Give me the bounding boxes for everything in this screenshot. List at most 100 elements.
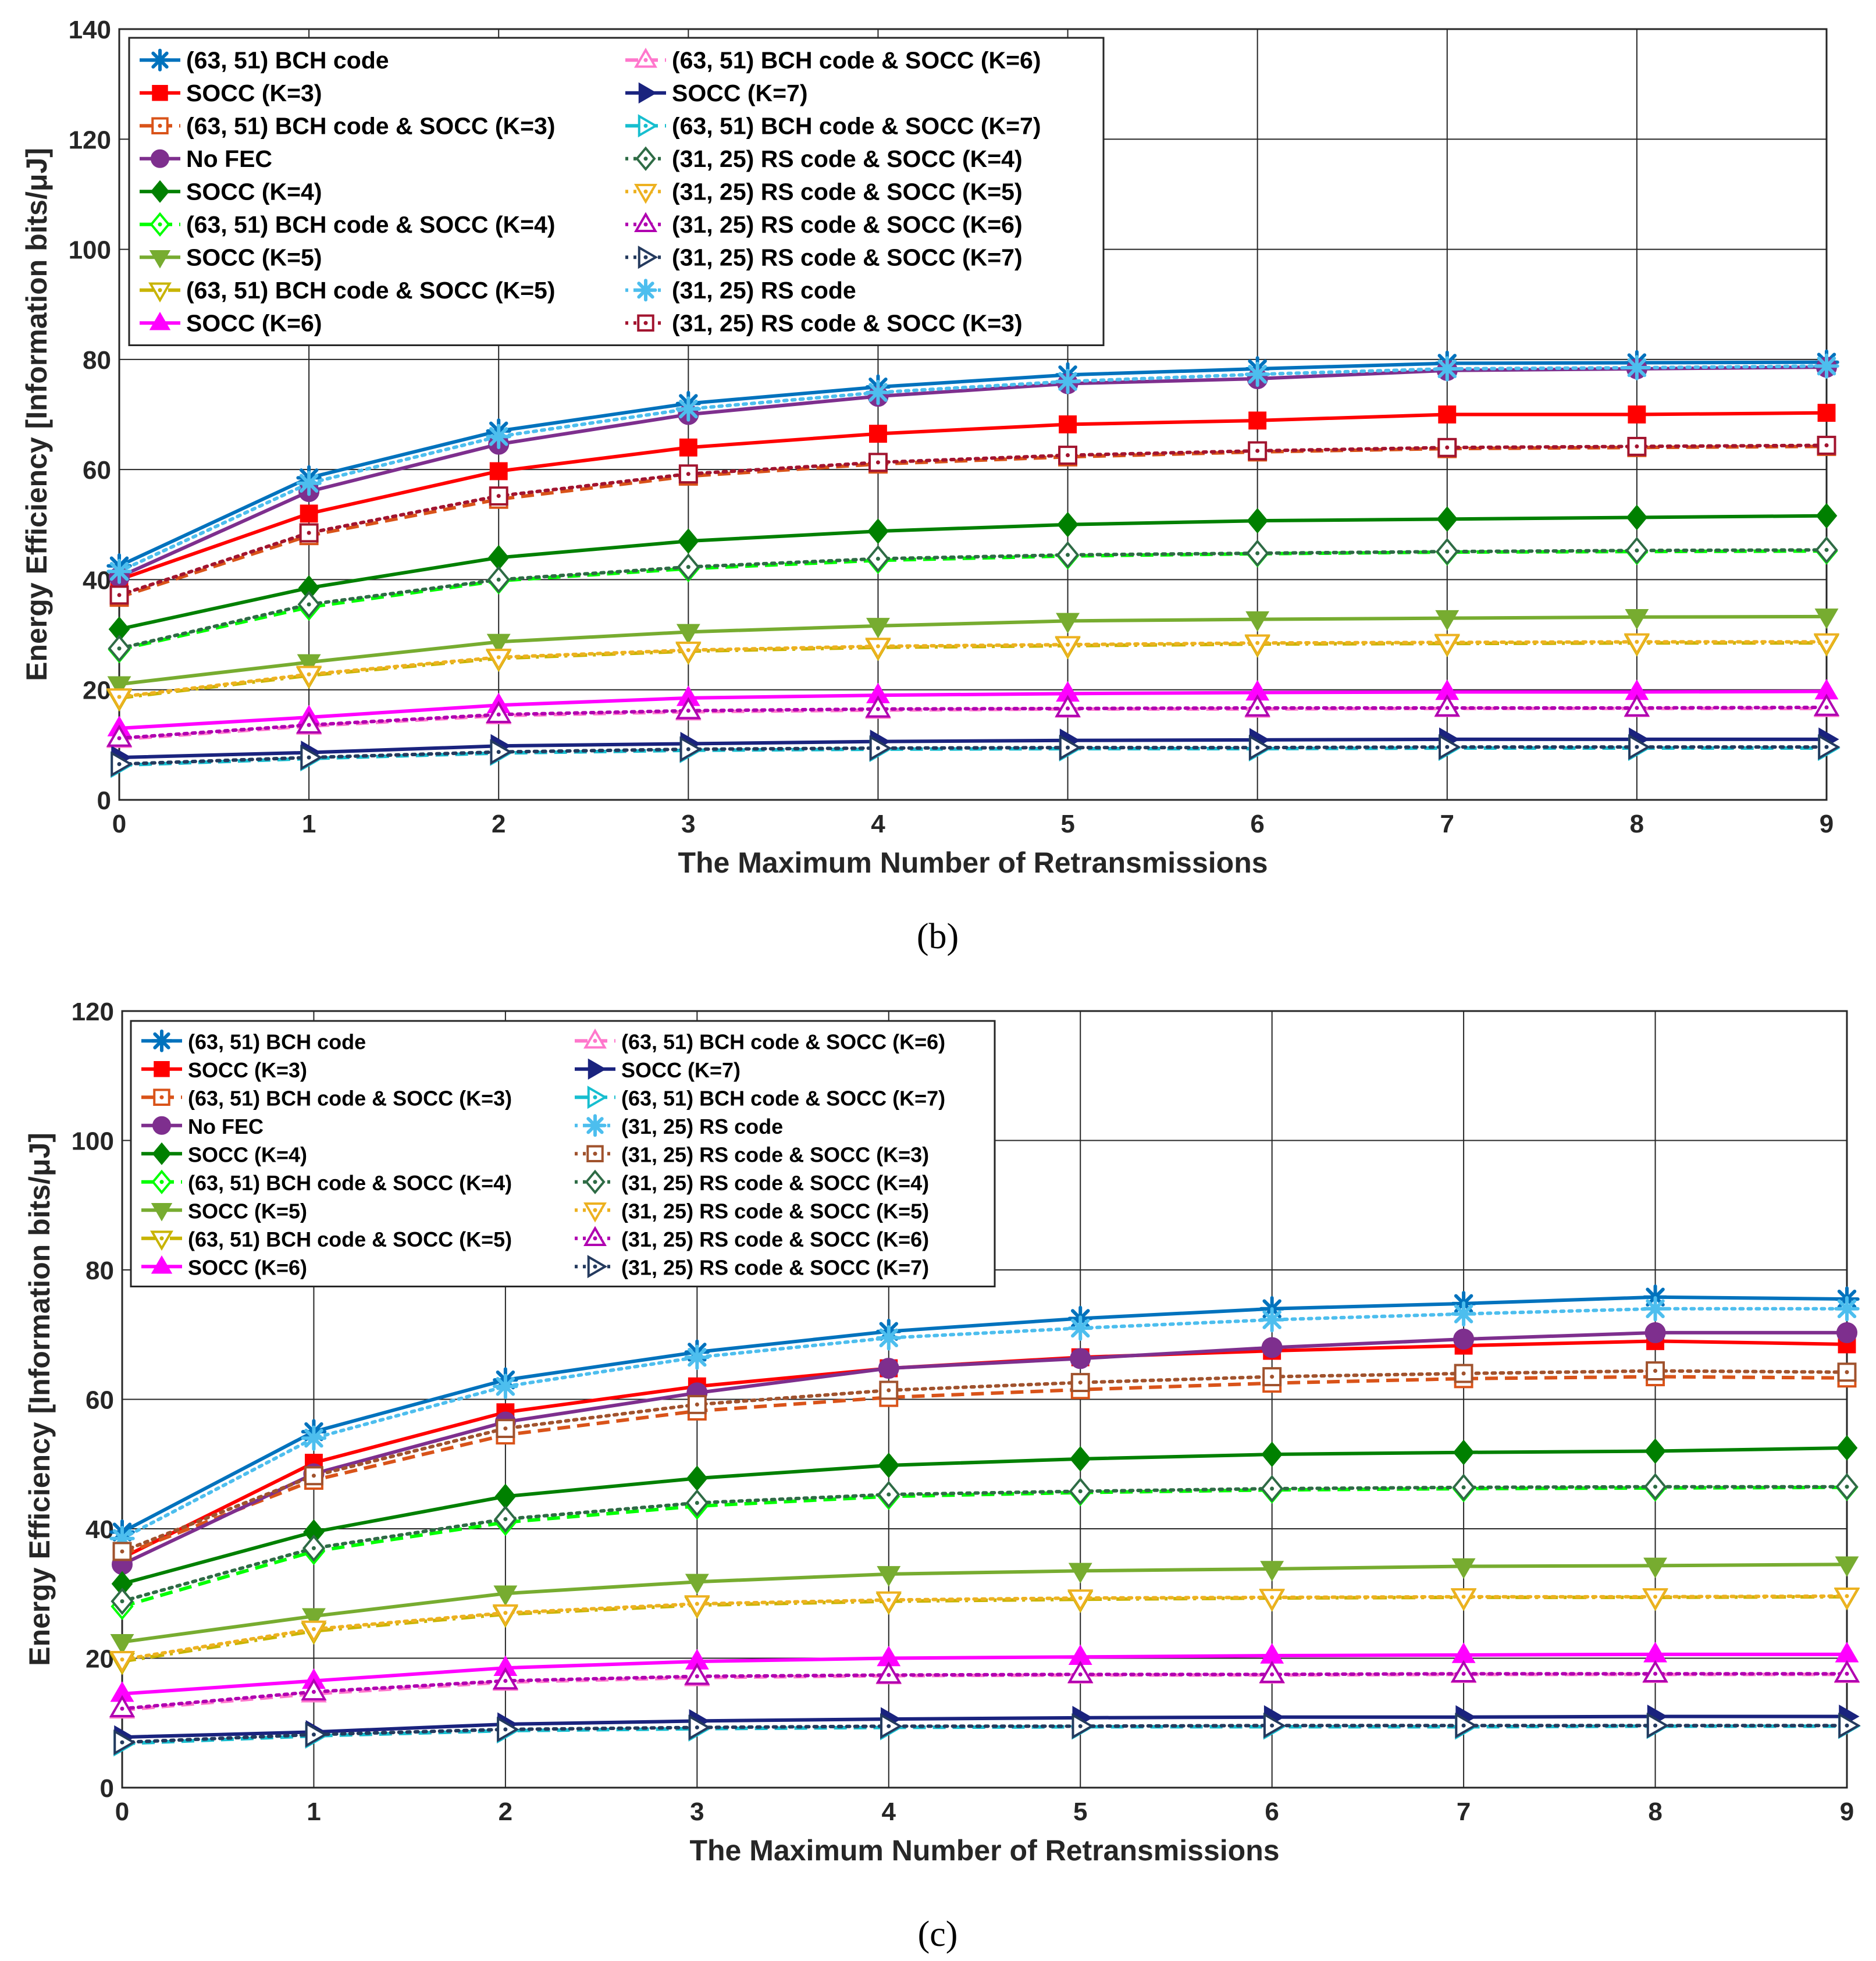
data-point-17-4-dot bbox=[875, 460, 880, 465]
data-point-15-8-dot bbox=[1653, 1595, 1658, 1599]
data-point-12-1 bbox=[301, 1425, 327, 1451]
data-point-13-8-dot bbox=[1635, 639, 1639, 644]
series-line-8 bbox=[122, 1652, 1847, 1696]
data-point-6-9 bbox=[1835, 1556, 1859, 1577]
y-axis-label: Energy Efficiency [Information bits/μJ] bbox=[23, 1133, 56, 1666]
data-point-14-3-dot bbox=[686, 709, 690, 713]
data-point-6-6 bbox=[1260, 1561, 1284, 1582]
data-point-16-2 bbox=[486, 423, 511, 450]
series-4 bbox=[108, 503, 1838, 642]
data-point-12-4 bbox=[876, 1325, 902, 1351]
x-tick-label-3: 3 bbox=[681, 810, 695, 838]
data-point-6-5 bbox=[1056, 613, 1080, 634]
legend-marker-6 bbox=[149, 250, 171, 269]
data-point-17-0 bbox=[109, 585, 129, 605]
series-line-13 bbox=[118, 640, 1828, 699]
data-point-14-6-dot bbox=[1270, 1486, 1275, 1491]
data-point-17-2-dot bbox=[496, 494, 501, 499]
data-point-6-4 bbox=[866, 618, 890, 639]
data-point-14-7-dot bbox=[1445, 706, 1450, 710]
legend-marker-3 bbox=[151, 149, 169, 168]
data-point-17-3-dot bbox=[686, 472, 690, 476]
data-point-16-0 bbox=[106, 558, 132, 584]
data-point-14-9-dot bbox=[1824, 705, 1829, 710]
legend-marker-5-dot bbox=[158, 222, 162, 227]
data-point-12-7 bbox=[1451, 1301, 1476, 1327]
y-tick-label-0: 0 bbox=[100, 1774, 114, 1803]
legend-marker-3 bbox=[152, 1116, 171, 1135]
x-tick-label-1: 1 bbox=[302, 810, 316, 838]
data-point-14-0-dot bbox=[120, 1599, 124, 1604]
data-point-17-7-dot bbox=[1445, 445, 1450, 450]
legend-label-9: (63, 51) BCH code & SOCC (K=6) bbox=[621, 1030, 945, 1054]
data-point-12-3-dot bbox=[686, 565, 690, 570]
data-point-15-0-dot bbox=[117, 761, 122, 766]
data-point-13-7-dot bbox=[1445, 640, 1450, 645]
data-point-12-2 bbox=[493, 1373, 518, 1399]
data-point-16-6-dot bbox=[1270, 1672, 1275, 1677]
legend-label-0: (63, 51) BCH code bbox=[188, 1030, 366, 1054]
legend-marker-6 bbox=[151, 1203, 173, 1222]
series-line-17 bbox=[120, 1724, 1849, 1745]
data-point-12-5 bbox=[1067, 1315, 1093, 1341]
data-point-1-4 bbox=[868, 425, 887, 443]
legend-marker-4 bbox=[152, 1142, 172, 1165]
x-tick-label-4: 4 bbox=[882, 1798, 896, 1826]
y-tick-label-4: 80 bbox=[83, 346, 111, 375]
legend-marker-9-dot bbox=[593, 1038, 597, 1043]
data-point-6-6 bbox=[1245, 611, 1270, 632]
data-point-14-5-dot bbox=[1066, 706, 1070, 711]
data-point-15-6-dot bbox=[1255, 745, 1260, 750]
data-point-16-9 bbox=[1814, 353, 1839, 379]
series-line-0 bbox=[121, 1295, 1847, 1534]
data-point-13-3-dot bbox=[695, 1402, 699, 1407]
series-15 bbox=[111, 734, 1841, 777]
data-point-6-1 bbox=[297, 654, 321, 675]
data-point-14-5-dot bbox=[1078, 1489, 1083, 1493]
data-point-16-0-dot bbox=[120, 1706, 124, 1711]
data-point-15-1-dot bbox=[311, 1627, 316, 1631]
x-tick-label-6: 6 bbox=[1250, 810, 1264, 838]
legend: (63, 51) BCH code SOCC (K=3) (63, 51) BCH … bbox=[128, 37, 1105, 346]
data-point-3-9 bbox=[1836, 1322, 1857, 1343]
series-16 bbox=[106, 353, 1839, 584]
data-point-17-8-dot bbox=[1653, 1723, 1658, 1728]
legend-label-8: SOCC (K=6) bbox=[188, 1255, 307, 1279]
data-point-16-1-dot bbox=[311, 1689, 316, 1694]
data-point-15-2-dot bbox=[503, 1611, 508, 1615]
y-tick-label-4: 80 bbox=[86, 1257, 114, 1285]
legend-marker-17-dot bbox=[643, 321, 648, 325]
data-point-15-3-dot bbox=[686, 747, 690, 752]
data-point-4-5 bbox=[1057, 511, 1078, 538]
legend-label-12: (31, 25) RS code & SOCC (K=4) bbox=[672, 145, 1023, 172]
legend-label-7: (63, 51) BCH code & SOCC (K=5) bbox=[186, 277, 556, 304]
data-point-6-9 bbox=[1814, 608, 1839, 629]
data-point-17-6-dot bbox=[1270, 1723, 1275, 1728]
data-point-13-9-dot bbox=[1845, 1370, 1849, 1375]
x-axis-label: The Maximum Number of Retransmissions bbox=[689, 1834, 1279, 1867]
data-point-13-8-dot bbox=[1653, 1369, 1658, 1373]
data-point-16-3-dot bbox=[695, 1674, 699, 1679]
data-point-4-9 bbox=[1816, 503, 1838, 529]
legend-label-8: SOCC (K=6) bbox=[186, 309, 322, 336]
data-point-17-2-dot bbox=[503, 1727, 508, 1732]
series-line-10 bbox=[122, 1714, 1847, 1739]
data-point-3-7 bbox=[1453, 1329, 1475, 1350]
legend-marker-4 bbox=[150, 180, 170, 203]
data-point-17-9-dot bbox=[1824, 443, 1829, 447]
data-point-1-7 bbox=[1438, 405, 1457, 423]
series-line-14 bbox=[120, 1485, 1849, 1603]
series-17 bbox=[109, 436, 1836, 605]
series-6 bbox=[110, 1556, 1859, 1655]
data-point-14-8-dot bbox=[1653, 1485, 1658, 1489]
data-point-12-2-dot bbox=[496, 577, 501, 582]
series-8 bbox=[107, 679, 1839, 736]
legend-label-14: (31, 25) RS code & SOCC (K=4) bbox=[621, 1171, 929, 1195]
x-tick-label-9: 9 bbox=[1840, 1798, 1854, 1826]
data-point-16-4 bbox=[865, 379, 891, 405]
legend-label-11: (63, 51) BCH code & SOCC (K=7) bbox=[621, 1086, 945, 1110]
series-line-4 bbox=[119, 514, 1827, 631]
legend-label-17: (31, 25) RS code & SOCC (K=3) bbox=[672, 309, 1023, 336]
data-point-17-5-dot bbox=[1078, 1724, 1083, 1728]
data-point-13-4-dot bbox=[887, 1388, 891, 1393]
